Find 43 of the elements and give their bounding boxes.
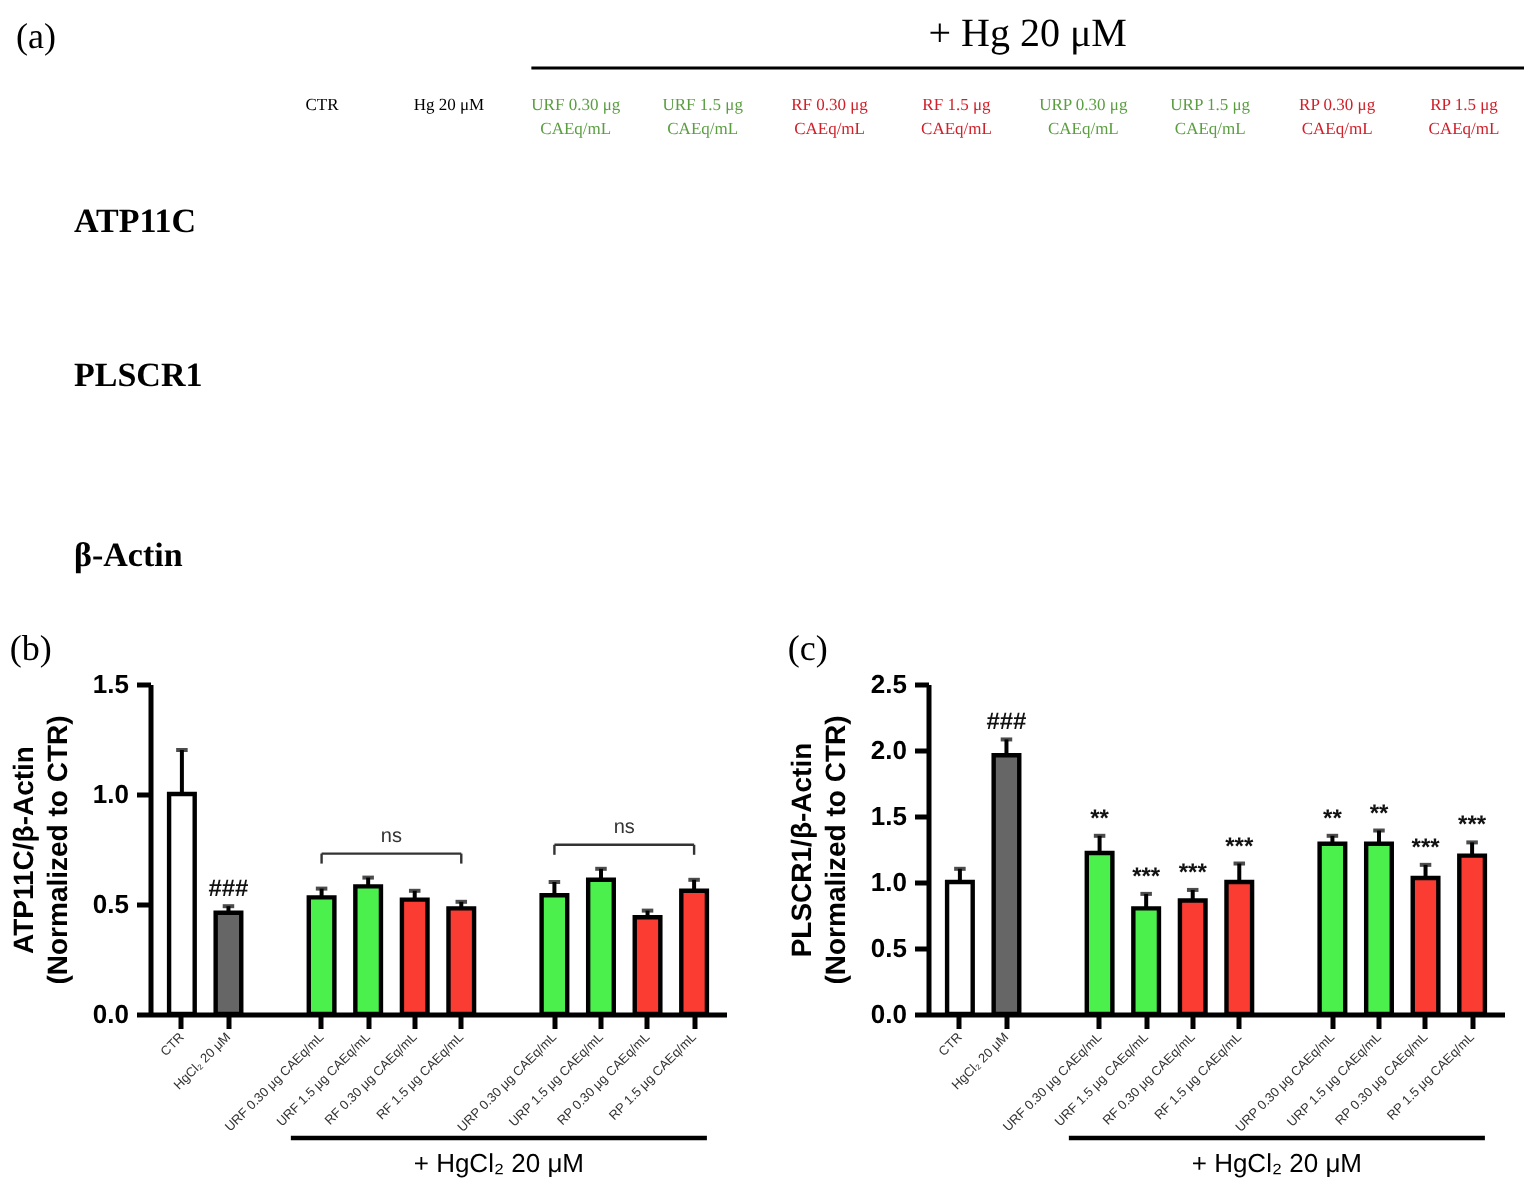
category-label: URF 0.30 μg CAEq/mL: [531, 94, 622, 138]
category-label: β-Actin: [74, 536, 183, 574]
annotation: **: [1090, 803, 1110, 832]
y-axis-title: PLSCR1/β-Actin (Normalized to CTR): [784, 715, 851, 985]
annotation: ###: [986, 707, 1028, 736]
annotation: **: [1323, 803, 1343, 832]
category-label: URF 1.5 μg CAEq/mL: [662, 94, 745, 138]
text: + Hg 20 μM: [928, 12, 1128, 56]
y-axis-title: ATP11C/β-Actin (Normalized to CTR): [6, 715, 73, 985]
text: + HgCl₂ 20 μM: [413, 1148, 585, 1178]
category-label: Hg 20 μM: [413, 94, 486, 114]
y-tick-label: 0.0: [870, 999, 907, 1029]
annotation: ***: [1132, 861, 1161, 890]
annotation: ###: [208, 874, 250, 903]
category-label: ATP11C: [74, 202, 197, 240]
y-tick-label: 2.5: [870, 669, 907, 699]
category-label: PLSCR1: [74, 356, 203, 394]
annotation: ***: [1458, 810, 1487, 839]
y-tick-label: 2.0: [870, 735, 907, 765]
y-tick-label: 1.5: [870, 801, 907, 831]
category-label: RF 1.5 μg CAEq/mL: [921, 94, 993, 138]
y-tick-label: 0.5: [92, 889, 129, 919]
annotation: ***: [1225, 831, 1254, 860]
y-tick-label: 0.5: [870, 933, 907, 963]
y-tick-label: 1.0: [92, 779, 129, 809]
chart-title: (b): [9, 628, 52, 668]
category-label: URP 1.5 μg CAEq/mL: [1170, 94, 1252, 138]
annotation: ns: [613, 816, 635, 839]
annotation: ***: [1411, 832, 1441, 861]
y-tick-label: 1.0: [870, 867, 907, 897]
annotation: **: [1369, 798, 1389, 827]
annotation: ns: [380, 825, 402, 848]
y-tick-label: 0.0: [92, 999, 129, 1029]
text: + HgCl₂ 20 μM: [1191, 1148, 1363, 1178]
category-label: RP 0.30 μg CAEq/mL: [1299, 94, 1377, 138]
text: (a): [16, 16, 56, 56]
chart-title: (c): [787, 628, 828, 668]
category-label: RF 0.30 μg CAEq/mL: [791, 94, 870, 138]
category-label: URP 0.30 μg CAEq/mL: [1039, 94, 1129, 138]
y-tick-label: 1.5: [92, 669, 129, 699]
category-label: RP 1.5 μg CAEq/mL: [1428, 94, 1500, 138]
annotation: ***: [1178, 857, 1208, 886]
category-label: CTR: [305, 94, 340, 114]
